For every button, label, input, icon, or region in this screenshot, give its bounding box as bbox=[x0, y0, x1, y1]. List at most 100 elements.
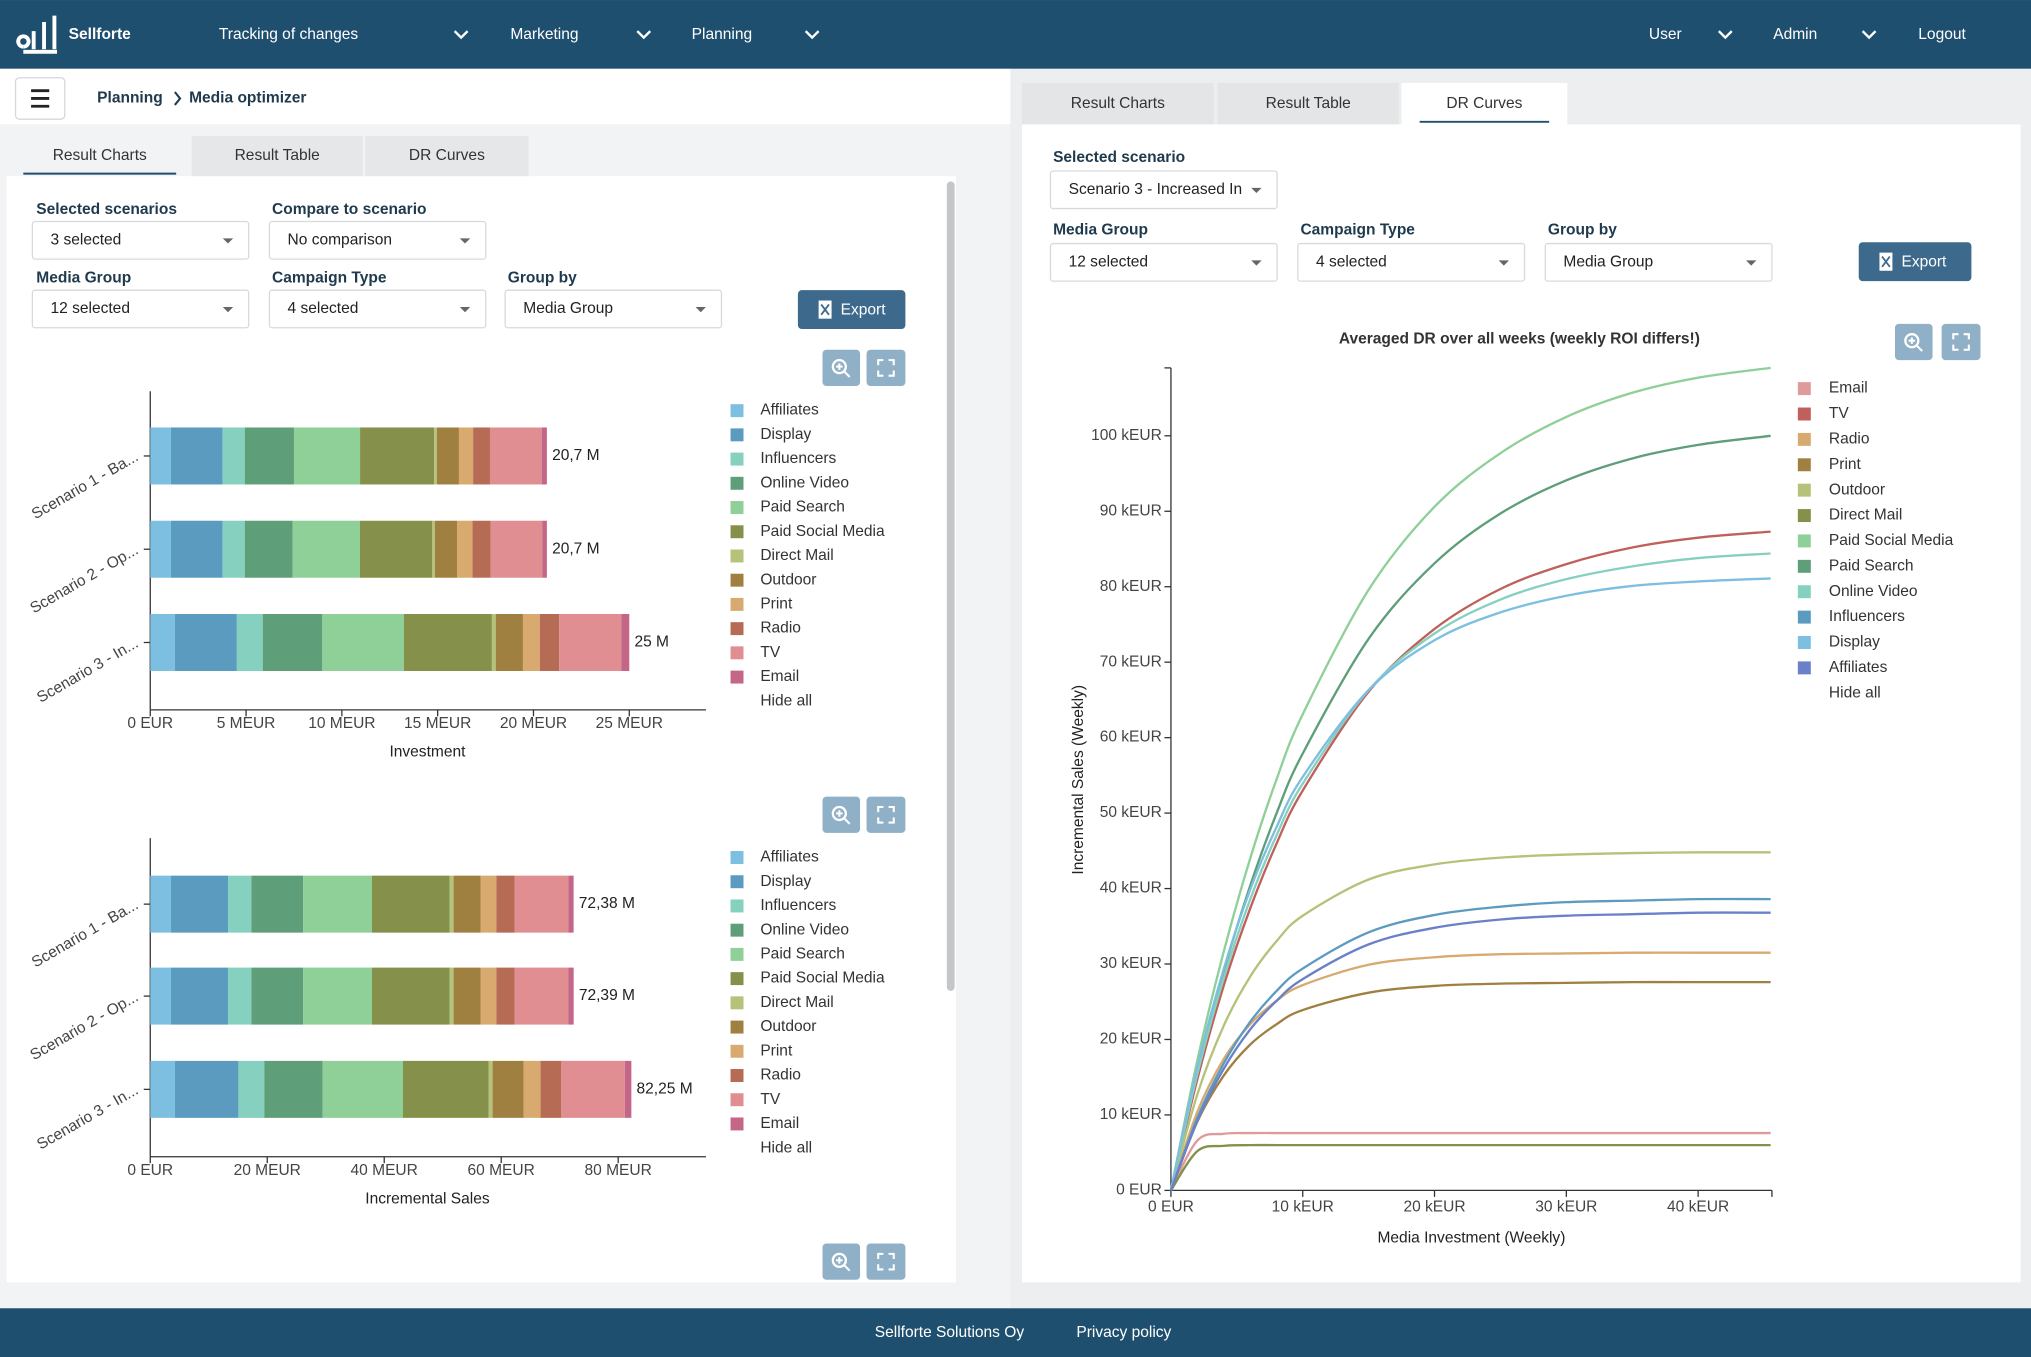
tab[interactable] bbox=[365, 136, 529, 177]
legend-label[interactable]: Email bbox=[760, 1115, 799, 1132]
dropdown[interactable] bbox=[1297, 242, 1526, 282]
user-menu[interactable]: Logout bbox=[1918, 26, 1966, 43]
nav-menu[interactable]: Tracking of changes bbox=[219, 26, 359, 43]
legend-swatch[interactable] bbox=[730, 622, 744, 636]
fullscreen-button[interactable] bbox=[1941, 323, 1981, 361]
legend-swatch[interactable] bbox=[1797, 610, 1811, 624]
legend-label[interactable]: Print bbox=[1829, 456, 1862, 473]
dropdown[interactable] bbox=[1544, 242, 1773, 282]
legend-swatch[interactable] bbox=[730, 549, 744, 563]
dropdown[interactable] bbox=[1049, 242, 1278, 282]
dropdown[interactable] bbox=[31, 220, 250, 260]
legend-swatch[interactable] bbox=[1797, 432, 1811, 446]
legend-swatch[interactable] bbox=[730, 899, 744, 913]
tab[interactable] bbox=[1021, 82, 1214, 125]
user-menu[interactable]: Admin bbox=[1773, 26, 1817, 43]
legend-swatch[interactable] bbox=[1797, 661, 1811, 675]
dropdown-value[interactable]: 3 selected bbox=[51, 231, 122, 248]
dropdown[interactable] bbox=[504, 289, 723, 329]
legend-swatch[interactable] bbox=[1797, 534, 1811, 548]
legend-label[interactable]: Affiliates bbox=[760, 849, 819, 866]
legend-label[interactable]: Radio bbox=[1829, 431, 1870, 448]
legend-swatch[interactable] bbox=[730, 525, 744, 539]
zoom-button[interactable] bbox=[822, 349, 861, 387]
legend-swatch[interactable] bbox=[730, 501, 744, 514]
legend-label[interactable]: Paid Social Media bbox=[760, 970, 885, 987]
export-button[interactable] bbox=[1858, 242, 1972, 282]
legend-swatch[interactable] bbox=[730, 1069, 744, 1082]
tab-label[interactable]: DR Curves bbox=[409, 147, 485, 164]
legend-swatch[interactable] bbox=[1797, 458, 1811, 472]
nav-menu[interactable]: Marketing bbox=[510, 26, 578, 43]
legend-label[interactable]: Print bbox=[760, 1042, 793, 1059]
legend-swatch[interactable] bbox=[730, 972, 744, 986]
dropdown-value[interactable]: No comparison bbox=[288, 231, 392, 248]
legend-label[interactable]: TV bbox=[760, 644, 780, 661]
legend-swatch[interactable] bbox=[730, 404, 744, 418]
dropdown[interactable] bbox=[31, 289, 250, 329]
legend-swatch[interactable] bbox=[730, 947, 744, 961]
legend-swatch[interactable] bbox=[730, 1117, 744, 1131]
legend-swatch[interactable] bbox=[730, 923, 744, 937]
dropdown[interactable] bbox=[268, 289, 487, 329]
legend-swatch[interactable] bbox=[730, 1044, 744, 1058]
legend-swatch[interactable] bbox=[1797, 585, 1811, 599]
legend-hide-all[interactable]: Hide all bbox=[1829, 684, 1881, 701]
fullscreen-button[interactable] bbox=[866, 1243, 906, 1280]
legend-swatch[interactable] bbox=[730, 646, 744, 660]
fullscreen-button[interactable] bbox=[866, 796, 906, 833]
legend-label[interactable]: Online Video bbox=[760, 921, 849, 938]
legend-swatch[interactable] bbox=[1797, 483, 1811, 497]
legend-label[interactable]: Paid Search bbox=[1829, 557, 1914, 574]
legend-label[interactable]: Online Video bbox=[1829, 583, 1918, 600]
legend-label[interactable]: Outdoor bbox=[760, 571, 816, 588]
legend-swatch[interactable] bbox=[730, 452, 744, 466]
legend-label[interactable]: Outdoor bbox=[760, 1018, 816, 1035]
legend-swatch[interactable] bbox=[730, 428, 744, 442]
legend-swatch[interactable] bbox=[1797, 509, 1811, 523]
legend-swatch[interactable] bbox=[730, 1020, 744, 1034]
export-button[interactable] bbox=[797, 290, 906, 330]
legend-label[interactable]: Affiliates bbox=[760, 402, 819, 419]
legend-label[interactable]: Influencers bbox=[1829, 608, 1905, 625]
zoom-button[interactable] bbox=[822, 796, 861, 833]
tab[interactable] bbox=[1217, 82, 1399, 125]
legend-label[interactable]: Email bbox=[1829, 380, 1868, 397]
export-label[interactable]: Export bbox=[841, 301, 887, 318]
tab-label[interactable]: Result Table bbox=[235, 147, 320, 164]
legend-label[interactable]: Outdoor bbox=[1829, 481, 1885, 498]
legend-swatch[interactable] bbox=[730, 670, 744, 684]
legend-label[interactable]: Radio bbox=[760, 620, 801, 637]
legend-swatch[interactable] bbox=[1797, 382, 1811, 396]
tab-label[interactable]: Result Charts bbox=[53, 147, 147, 164]
legend-label[interactable]: Paid Search bbox=[760, 946, 845, 963]
legend-label[interactable]: TV bbox=[1829, 405, 1849, 422]
legend-swatch[interactable] bbox=[730, 851, 744, 864]
legend-swatch[interactable] bbox=[730, 1093, 744, 1107]
dropdown[interactable] bbox=[268, 220, 487, 260]
legend-label[interactable]: Display bbox=[1829, 634, 1880, 651]
legend-swatch[interactable] bbox=[730, 597, 744, 611]
dropdown-value[interactable]: Media Group bbox=[523, 300, 613, 317]
dropdown-value[interactable]: 12 selected bbox=[51, 300, 130, 317]
tab-label[interactable]: DR Curves bbox=[1446, 95, 1522, 112]
legend-label[interactable]: Print bbox=[760, 596, 793, 613]
dropdown-value[interactable]: Media Group bbox=[1563, 253, 1653, 270]
dropdown-value[interactable]: 4 selected bbox=[288, 300, 359, 317]
legend-label[interactable]: Radio bbox=[760, 1067, 801, 1084]
legend-label[interactable]: TV bbox=[760, 1091, 780, 1108]
legend-label[interactable]: Display bbox=[760, 426, 811, 443]
legend-label[interactable]: Direct Mail bbox=[1829, 507, 1902, 524]
export-label[interactable]: Export bbox=[1901, 253, 1947, 270]
legend-label[interactable]: Paid Search bbox=[760, 499, 845, 516]
tab-label[interactable]: Result Charts bbox=[1071, 95, 1165, 112]
legend-label[interactable]: Online Video bbox=[760, 474, 849, 491]
legend-label[interactable]: Email bbox=[760, 668, 799, 685]
legend-label[interactable]: Paid Social Media bbox=[760, 523, 885, 540]
legend-label[interactable]: Influencers bbox=[760, 450, 836, 467]
legend-label[interactable]: Display bbox=[760, 873, 811, 890]
legend-hide-all[interactable]: Hide all bbox=[760, 1139, 812, 1156]
nav-menu[interactable]: Planning bbox=[692, 26, 752, 43]
dropdown-value[interactable]: Scenario 3 - Increased In bbox=[1069, 181, 1243, 198]
legend-label[interactable]: Influencers bbox=[760, 897, 836, 914]
